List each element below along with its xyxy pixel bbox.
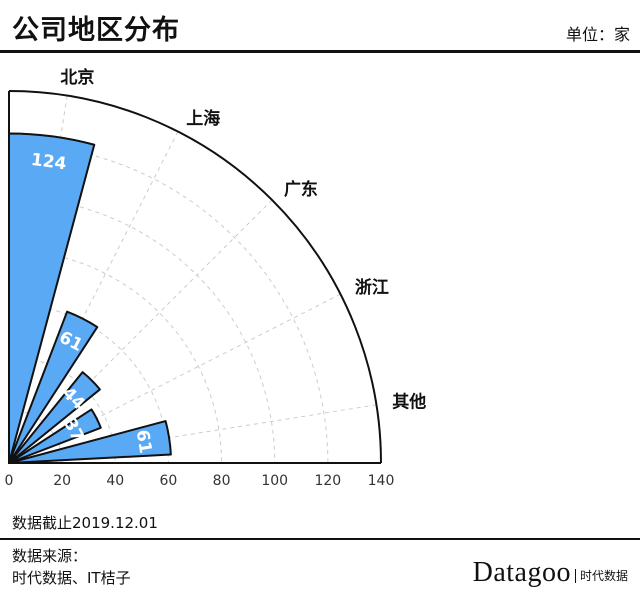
category-label: 北京 [60, 67, 94, 88]
tick-label: 100 [261, 473, 288, 489]
bar-value-label: 124 [30, 150, 68, 174]
bar-4 [8, 408, 102, 464]
category-label: 广东 [284, 179, 318, 200]
source-title: 数据来源： [12, 547, 88, 565]
source-text: 时代数据、IT桔子 [12, 569, 131, 587]
tick-label: 40 [106, 473, 124, 489]
footer-divider [0, 538, 640, 540]
tick-label: 0 [5, 473, 14, 489]
chart-title: 公司地区分布 [12, 15, 180, 46]
grid-spoke [8, 404, 377, 464]
bar-5 [8, 420, 172, 464]
grid-spoke [8, 199, 273, 464]
brand-logo: Datagoo 时代数据 [473, 557, 628, 589]
unit-label: 单位：家 [565, 25, 630, 44]
tick-label: 20 [53, 473, 71, 489]
category-label: 其他 [392, 392, 426, 413]
frame-layer [8, 90, 382, 464]
bar-3 [8, 371, 101, 464]
brand-name: Datagoo [472, 557, 571, 588]
outer-arc [8, 90, 382, 464]
tick-label: 120 [314, 473, 341, 489]
category-label: 上海 [186, 108, 220, 129]
grid-spoke [8, 293, 341, 464]
bar-value-label: 61 [132, 428, 155, 455]
category-label: 浙江 [355, 277, 389, 298]
tick-label: 80 [213, 473, 231, 489]
bar-layer [8, 132, 172, 464]
grid-spoke [8, 131, 179, 464]
bar-2 [8, 310, 99, 464]
tick-label: 60 [160, 473, 178, 489]
brand-subtitle: 时代数据 [579, 569, 628, 583]
data-cutoff-note: 数据截止2019.12.01 [12, 514, 158, 532]
tick-label: 140 [368, 473, 395, 489]
brand-separator [574, 569, 576, 583]
header-divider [0, 50, 640, 53]
